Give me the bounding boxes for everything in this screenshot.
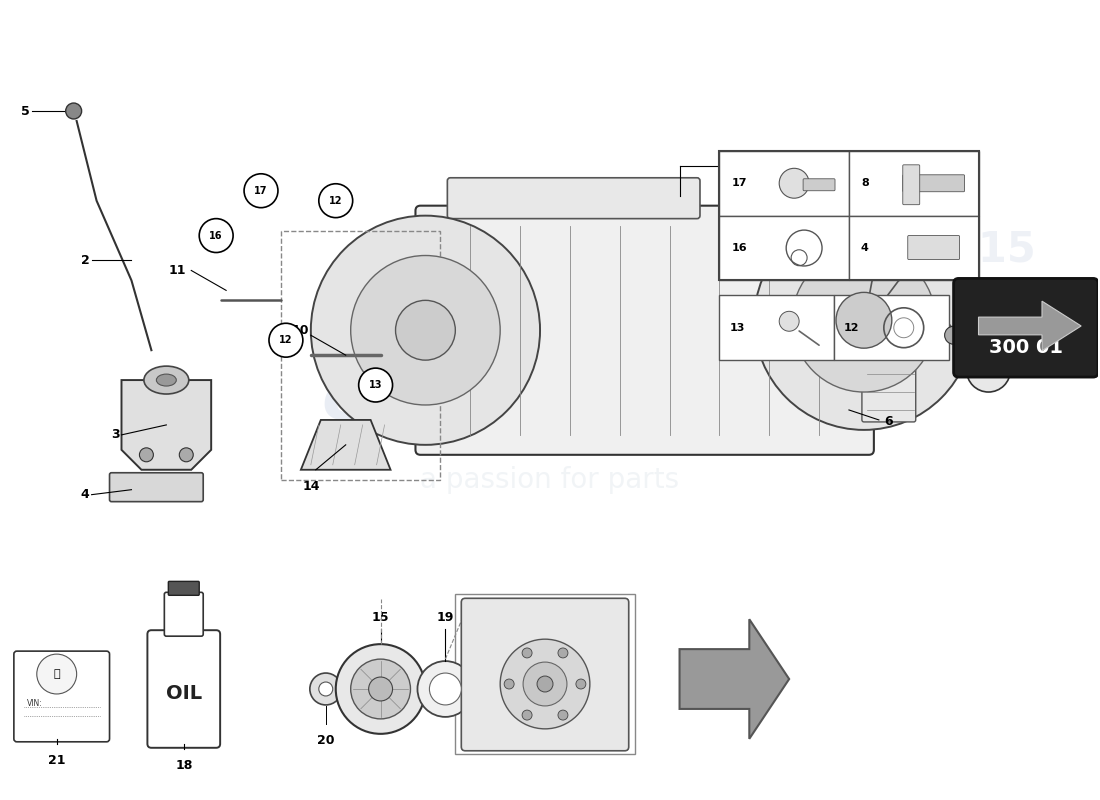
Text: 14: 14 bbox=[302, 480, 320, 493]
Circle shape bbox=[140, 448, 153, 462]
Circle shape bbox=[779, 311, 799, 331]
Text: 12: 12 bbox=[279, 335, 293, 346]
Text: 6: 6 bbox=[883, 415, 892, 429]
Text: 1: 1 bbox=[725, 159, 733, 172]
Circle shape bbox=[836, 292, 892, 348]
Polygon shape bbox=[301, 420, 390, 470]
FancyBboxPatch shape bbox=[908, 235, 959, 259]
Circle shape bbox=[967, 348, 1011, 392]
Circle shape bbox=[336, 644, 426, 734]
Circle shape bbox=[319, 184, 353, 218]
Circle shape bbox=[522, 648, 532, 658]
FancyBboxPatch shape bbox=[719, 295, 834, 360]
Circle shape bbox=[558, 710, 568, 720]
FancyBboxPatch shape bbox=[803, 178, 835, 190]
Circle shape bbox=[429, 673, 461, 705]
Text: 13: 13 bbox=[368, 380, 383, 390]
Text: 12: 12 bbox=[329, 196, 342, 206]
Ellipse shape bbox=[144, 366, 189, 394]
Circle shape bbox=[558, 648, 568, 658]
FancyBboxPatch shape bbox=[834, 295, 948, 360]
Text: 9: 9 bbox=[894, 209, 902, 222]
Circle shape bbox=[270, 323, 302, 357]
FancyBboxPatch shape bbox=[903, 174, 965, 192]
Circle shape bbox=[368, 677, 393, 701]
FancyBboxPatch shape bbox=[448, 178, 700, 218]
Text: 2: 2 bbox=[81, 254, 89, 267]
FancyBboxPatch shape bbox=[110, 473, 204, 502]
Polygon shape bbox=[979, 301, 1081, 351]
Circle shape bbox=[199, 218, 233, 253]
FancyBboxPatch shape bbox=[954, 278, 1098, 377]
FancyBboxPatch shape bbox=[719, 216, 849, 281]
Text: OIL: OIL bbox=[166, 685, 201, 703]
Text: 18: 18 bbox=[175, 758, 192, 772]
Text: 8: 8 bbox=[1035, 364, 1044, 377]
Circle shape bbox=[755, 210, 974, 430]
FancyBboxPatch shape bbox=[164, 592, 204, 636]
Circle shape bbox=[500, 639, 590, 729]
Circle shape bbox=[244, 174, 278, 208]
Text: 17: 17 bbox=[254, 186, 267, 196]
Circle shape bbox=[311, 216, 540, 445]
Circle shape bbox=[36, 654, 77, 694]
Text: 8: 8 bbox=[861, 178, 869, 188]
Text: 13: 13 bbox=[729, 322, 745, 333]
Circle shape bbox=[524, 662, 567, 706]
Text: 1: 1 bbox=[938, 318, 947, 332]
Text: 10: 10 bbox=[292, 324, 309, 337]
Text: 15: 15 bbox=[372, 611, 389, 624]
Text: VIN:: VIN: bbox=[26, 699, 43, 708]
Circle shape bbox=[792, 249, 936, 392]
Text: 7: 7 bbox=[990, 329, 999, 342]
FancyBboxPatch shape bbox=[903, 165, 920, 205]
Text: 4: 4 bbox=[861, 243, 869, 253]
Text: eurospares: eurospares bbox=[321, 366, 779, 434]
FancyBboxPatch shape bbox=[849, 151, 979, 216]
Circle shape bbox=[418, 661, 473, 717]
FancyBboxPatch shape bbox=[461, 598, 629, 750]
Circle shape bbox=[359, 368, 393, 402]
Circle shape bbox=[319, 682, 333, 696]
FancyBboxPatch shape bbox=[147, 630, 220, 748]
Circle shape bbox=[179, 448, 194, 462]
Text: 16: 16 bbox=[732, 243, 747, 253]
Text: 19: 19 bbox=[437, 611, 454, 624]
Circle shape bbox=[945, 326, 962, 344]
FancyBboxPatch shape bbox=[719, 151, 849, 216]
Circle shape bbox=[576, 679, 586, 689]
Text: 3: 3 bbox=[111, 428, 120, 442]
Ellipse shape bbox=[156, 374, 176, 386]
Circle shape bbox=[537, 676, 553, 692]
Polygon shape bbox=[680, 619, 789, 739]
Text: 🐂: 🐂 bbox=[54, 669, 60, 679]
FancyBboxPatch shape bbox=[14, 651, 110, 742]
Circle shape bbox=[66, 103, 81, 119]
Text: 4: 4 bbox=[81, 488, 89, 501]
Circle shape bbox=[310, 673, 342, 705]
Text: 300 01: 300 01 bbox=[989, 338, 1063, 357]
Text: 20: 20 bbox=[317, 734, 334, 747]
Circle shape bbox=[396, 300, 455, 360]
Circle shape bbox=[522, 710, 532, 720]
FancyBboxPatch shape bbox=[416, 206, 873, 455]
Text: 11: 11 bbox=[168, 264, 186, 277]
FancyBboxPatch shape bbox=[849, 216, 979, 281]
Text: 12: 12 bbox=[844, 322, 859, 333]
Circle shape bbox=[779, 168, 810, 198]
Circle shape bbox=[504, 679, 514, 689]
Text: 5: 5 bbox=[21, 105, 30, 118]
FancyBboxPatch shape bbox=[168, 582, 199, 595]
Text: 16: 16 bbox=[209, 230, 223, 241]
Text: 2015: 2015 bbox=[921, 230, 1036, 271]
FancyBboxPatch shape bbox=[862, 318, 915, 422]
Polygon shape bbox=[121, 380, 211, 470]
Circle shape bbox=[351, 255, 501, 405]
Text: a passion for parts: a passion for parts bbox=[420, 466, 680, 494]
Text: 6: 6 bbox=[804, 214, 813, 227]
Text: 21: 21 bbox=[48, 754, 66, 766]
Text: 17: 17 bbox=[732, 178, 747, 188]
Circle shape bbox=[351, 659, 410, 719]
